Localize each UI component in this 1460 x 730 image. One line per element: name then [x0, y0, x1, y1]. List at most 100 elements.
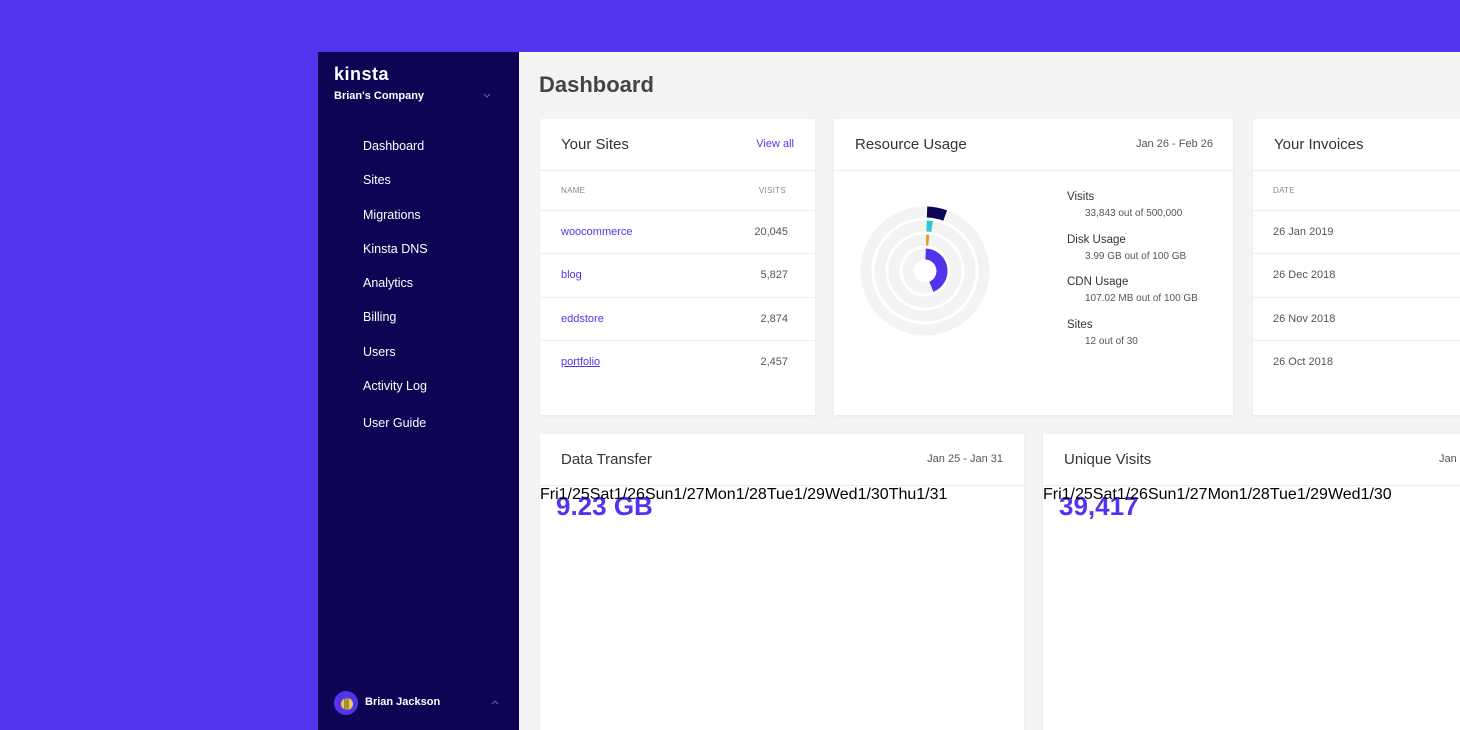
unique-visits-card: Unique Visits Jan 2 39,417Fri1/25Sat1/26Su…	[1043, 434, 1460, 730]
invoices-card: Your Invoices DATE 26 Jan 2019 26 Dec 201…	[1253, 119, 1460, 415]
ring-track	[860, 206, 990, 336]
card-title: Unique Visits	[1064, 451, 1152, 468]
site-visits: 2,457	[760, 356, 788, 368]
site-visits: 5,827	[760, 269, 788, 281]
line-chart: Fri1/25Sat1/26Sun1/27Mon1/28Tue1/29Wed1/…	[540, 486, 947, 504]
day-label: Sun	[644, 486, 674, 503]
nav-item[interactable]: Kinsta DNS	[363, 242, 428, 256]
day-label: Wed	[1327, 486, 1361, 503]
column-header: VISITS	[758, 186, 786, 195]
nav-item[interactable]: Activity Log	[363, 379, 427, 393]
usage-label: Disk Usage	[1067, 233, 1126, 246]
row-divider	[1253, 210, 1460, 211]
ring-track	[888, 234, 962, 308]
date-label: 1/28	[1238, 486, 1270, 503]
site-name[interactable]: woocommerce	[561, 226, 633, 238]
date-label: 1/27	[1176, 486, 1208, 503]
nav-item[interactable]: Billing	[363, 310, 397, 324]
row-divider	[540, 253, 815, 254]
day-label: Fri	[540, 486, 559, 503]
card-title: Your Invoices	[1274, 136, 1364, 153]
resource-card: Resource Usage Jan 26 - Feb 26 Visits 33,…	[834, 119, 1233, 415]
row-divider	[1253, 297, 1460, 298]
sidebar: kinsta Brian's Company Dashboard Sites Mig…	[318, 52, 519, 730]
chevron-down[interactable]	[482, 92, 492, 100]
usage-detail: 3.99 GB out of 100 GB	[1085, 250, 1187, 262]
day-label: Fri	[1043, 486, 1062, 503]
column-header: NAME	[561, 186, 586, 195]
user-name[interactable]: Brian Jackson	[365, 696, 441, 708]
date-label: 1/29	[1296, 486, 1328, 503]
ring-arc	[926, 206, 948, 221]
nav-item[interactable]: User Guide	[363, 416, 427, 430]
usage-detail: 33,843 out of 500,000	[1085, 208, 1183, 219]
site-visits: 2,874	[760, 313, 788, 325]
divider	[1253, 170, 1460, 171]
date-label: 1/26	[1116, 486, 1148, 503]
usage-rings	[860, 206, 990, 336]
ring-track	[874, 220, 976, 322]
usage-label: Sites	[1067, 319, 1093, 332]
nav-item[interactable]: Analytics	[363, 276, 414, 290]
date-range: Jan 2	[1439, 453, 1460, 465]
day-label: Tue	[1269, 486, 1297, 503]
divider	[834, 170, 1233, 171]
day-label: Mon	[704, 486, 736, 503]
nav-item[interactable]: Dashboard	[363, 139, 425, 153]
row-divider	[540, 340, 815, 341]
day-label: Sat	[589, 486, 614, 503]
main: Dashboard Your Sites View all NAME VISIT…	[519, 52, 1460, 730]
date-label: 1/26	[613, 486, 645, 503]
nav: Dashboard Sites Migrations Kinsta DNS Analyt…	[318, 52, 519, 452]
total-value: 39,417	[1059, 491, 1139, 521]
invoice-date[interactable]: 26 Nov 2018	[1273, 313, 1336, 325]
day-label: Thu	[888, 486, 917, 503]
divider	[540, 170, 815, 171]
avatar[interactable]	[333, 690, 359, 716]
divider	[540, 485, 1024, 486]
brand-logo: kinsta	[334, 64, 390, 84]
nav-item[interactable]: Users	[363, 345, 396, 359]
date-label: 1/27	[673, 486, 705, 503]
site-visits: 20,045	[754, 226, 788, 238]
day-label: Sat	[1092, 486, 1117, 503]
nav-item[interactable]: Migrations	[363, 208, 421, 222]
site-name[interactable]: eddstore	[561, 313, 604, 325]
sites-card: Your Sites View all NAME VISITS woocomme…	[540, 119, 815, 415]
date-range: Jan 25 - Jan 31	[927, 453, 1003, 465]
date-label: 1/25	[558, 486, 590, 503]
day-label: Mon	[1207, 486, 1239, 503]
date-label: 1/30	[857, 486, 889, 503]
chevron-up[interactable]	[490, 699, 500, 707]
row-divider	[540, 297, 815, 298]
invoice-date[interactable]: 26 Jan 2019	[1273, 226, 1334, 238]
site-name[interactable]: portfolio	[561, 356, 601, 368]
invoice-date[interactable]: 26 Dec 2018	[1273, 269, 1336, 281]
line-chart: Fri1/25Sat1/26Sun1/27Mon1/28Tue1/29Wed1/…	[1043, 486, 1392, 504]
row-divider	[540, 210, 815, 211]
column-header: DATE	[1273, 186, 1295, 195]
usage-label: Visits	[1067, 191, 1095, 203]
usage-detail: 12 out of 30	[1085, 336, 1138, 348]
divider	[1043, 485, 1460, 486]
invoice-date[interactable]: 26 Oct 2018	[1273, 356, 1333, 368]
date-label: 1/31	[916, 486, 948, 503]
card-title: Data Transfer	[561, 451, 652, 468]
card-title: Your Sites	[561, 136, 629, 153]
date-label: 1/30	[1360, 486, 1392, 503]
date-label: 1/25	[1061, 486, 1093, 503]
date-range: Jan 26 - Feb 26	[1135, 138, 1213, 150]
date-label: 1/29	[793, 486, 825, 503]
page-title: Dashboard	[539, 72, 654, 97]
site-name[interactable]: blog	[561, 269, 582, 281]
ring-arc	[924, 248, 948, 292]
usage-label: CDN Usage	[1067, 276, 1129, 289]
company-name[interactable]: Brian's Company	[334, 90, 425, 102]
view-all-link[interactable]: View all	[756, 138, 794, 150]
total-value: 9.23 GB	[556, 491, 653, 521]
day-label: Wed	[824, 486, 858, 503]
usage-detail: 107.02 MB out of 100 GB	[1085, 293, 1198, 305]
nav-item[interactable]: Sites	[363, 173, 391, 187]
